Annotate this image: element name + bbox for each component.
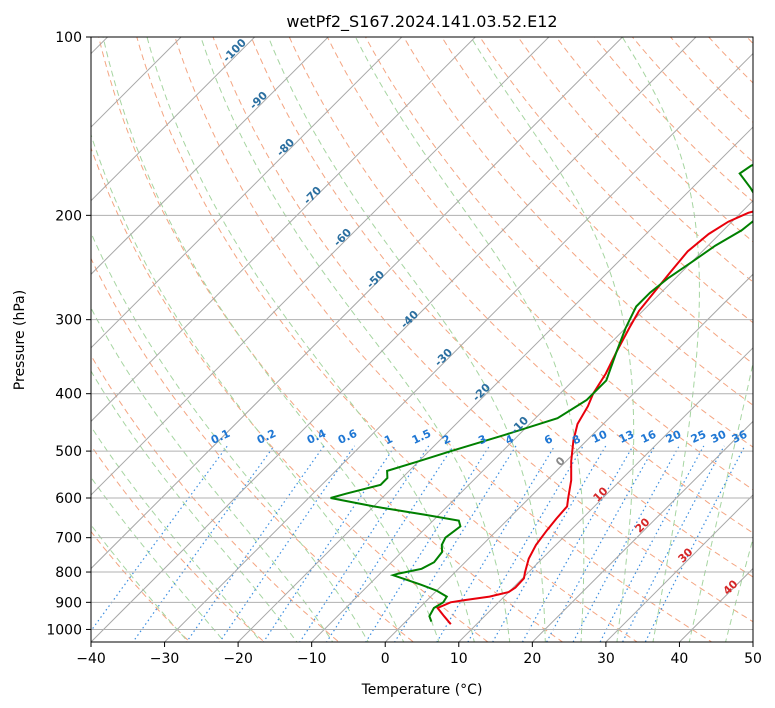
isotherm-line (310, 199, 753, 642)
moist-adiabat (91, 425, 262, 642)
moist-adiabat (91, 133, 405, 642)
moist-adiabat (146, 37, 475, 642)
profiles (330, 163, 753, 625)
dry-adiabat (326, 37, 753, 491)
isotherm-line (384, 273, 753, 642)
isotherm-line (91, 37, 403, 349)
mixing-ratio-label: 30 (709, 428, 729, 446)
moist-adiabat (725, 536, 753, 642)
mixing-ratio-line (185, 445, 325, 642)
dry-adiabats (91, 37, 753, 642)
y-axis-ticks: 1000 900 800 700 600 500 400 300 200 100 (46, 30, 91, 638)
isotherm-line (91, 37, 182, 128)
dry-adiabat (403, 37, 753, 406)
moist-adiabat (267, 37, 546, 642)
isotherm-line (91, 37, 256, 202)
dry-adiabat (212, 37, 753, 623)
isotherm-line (91, 37, 550, 496)
plot-frame (90, 36, 754, 643)
isotherm-line (605, 494, 753, 642)
dry-adiabat (91, 530, 191, 642)
x-tick-label: 50 (744, 651, 762, 667)
dewpoint-profile (330, 163, 753, 622)
x-tick-label: −10 (297, 651, 327, 667)
isotherm-line (91, 37, 329, 275)
moist-adiabat (354, 37, 585, 642)
dry-adiabat (136, 37, 639, 642)
x-tick-label: 0 (381, 651, 390, 667)
moist-adiabat (200, 37, 511, 642)
y-tick-label: 900 (55, 595, 82, 611)
isotherm-line (531, 420, 753, 642)
dry-adiabat (91, 257, 415, 642)
y-tick-label: 500 (55, 444, 82, 460)
mixing-ratio-label: 16 (639, 428, 659, 446)
mixing-ratio-line (492, 445, 607, 642)
y-tick-label: 200 (55, 208, 82, 224)
y-tick-label: 600 (55, 491, 82, 507)
mixing-ratio-label: 36 (730, 428, 750, 446)
mixing-ratio-line (467, 445, 584, 642)
isotherm-line (237, 126, 753, 642)
moist-adiabat (91, 476, 226, 642)
mixing-ratio-label: 20 (664, 428, 684, 446)
dry-adiabat (91, 444, 265, 642)
isotherm-line (91, 37, 697, 642)
skewed-isotherms (91, 37, 753, 642)
y-tick-label: 100 (55, 30, 82, 46)
mixing-ratio-label: 25 (689, 428, 708, 446)
mixing-ratio-label: 13 (617, 428, 636, 446)
x-tick-label: −20 (223, 651, 253, 667)
mixing-ratio-label: 10 (590, 428, 610, 446)
dry-adiabat (98, 37, 564, 642)
mixing-ratio-line (299, 445, 430, 642)
dry-adiabat (364, 37, 753, 448)
moist-adiabat (91, 307, 334, 642)
dry-adiabat (174, 37, 713, 642)
isotherm-line (163, 52, 753, 642)
mixing-ratio-line (262, 445, 396, 642)
moist-adiabat (102, 37, 440, 642)
dry-adiabat (441, 37, 753, 365)
dry-adiabat (250, 37, 753, 578)
x-tick-label: 30 (597, 651, 615, 667)
x-tick-label: 40 (671, 651, 689, 667)
x-tick-label: −40 (76, 651, 106, 667)
moist-adiabat (688, 360, 753, 642)
mixing-ratio-line (325, 445, 454, 642)
plot-area: 0.1 0.2 0.4 0.6 1 1.5 2 3 4 6 8 10 13 16 20 25 30 36-100-… (91, 37, 753, 642)
mixing-ratio-line (436, 445, 556, 642)
y-tick-label: 700 (55, 531, 82, 547)
y-axis-label: Pressure (hPa) (12, 290, 28, 390)
y-tick-label: 1000 (46, 622, 82, 638)
x-axis-label: Temperature (°C) (361, 682, 483, 698)
isotherm-line (91, 37, 477, 423)
chart-title: wetPf2_S167.2024.141.03.52.E12 (286, 12, 557, 32)
moist-adiabat (91, 231, 369, 642)
moist-adiabat (470, 37, 635, 642)
y-tick-label: 800 (55, 565, 82, 581)
moist-adiabats (91, 37, 753, 642)
x-tick-label: 20 (523, 651, 541, 667)
y-tick-label: 400 (55, 387, 82, 403)
mixing-ratio-line (91, 445, 228, 632)
isotherm-line (458, 347, 753, 642)
x-tick-label: −30 (150, 651, 180, 667)
moist-adiabat (621, 37, 700, 642)
x-tick-label: 10 (450, 651, 468, 667)
pressure-gridlines (91, 37, 753, 630)
dry-adiabat (91, 354, 340, 642)
x-axis-ticks: −40 −30 −20 −10 0 10 20 30 40 50 (76, 642, 762, 667)
moist-adiabat (91, 370, 298, 642)
dry-adiabat (91, 146, 489, 642)
isotherm-line (91, 37, 624, 570)
y-tick-label: 300 (55, 313, 82, 329)
